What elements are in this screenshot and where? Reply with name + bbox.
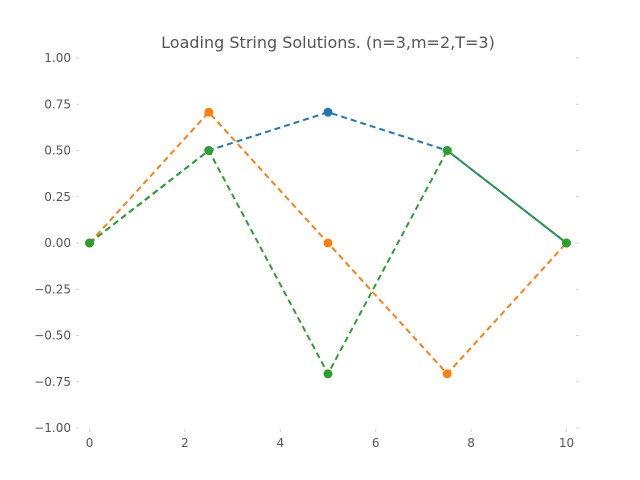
y-tick-label: 1.00 (44, 51, 71, 65)
data-point (323, 107, 333, 117)
y-axis: 1.00 0.75 0.50 0.25 0.00 −0.25 −0.50 −0.75 −1.00 (34, 51, 579, 435)
y-tick-label: 0.00 (44, 236, 71, 250)
y-tick-label: −0.25 (34, 282, 71, 296)
chart-title: Loading String Solutions. (n=3,m=2,T=3) (161, 33, 495, 52)
x-tick-label: 8 (467, 436, 475, 450)
x-tick-label: 0 (86, 436, 94, 450)
data-point (561, 238, 571, 248)
data-point (323, 369, 333, 379)
y-tick-label: 0.50 (44, 144, 71, 158)
x-axis: 0 2 4 6 8 10 (86, 429, 574, 450)
series-line (88, 149, 568, 375)
data-point (442, 146, 452, 155)
series-3 (85, 146, 571, 379)
y-tick-label: −0.75 (34, 375, 71, 389)
y-tick-label: 0.75 (44, 97, 71, 111)
series-line (88, 111, 568, 244)
x-tick-label: 4 (276, 436, 284, 450)
y-tick-label: −1.00 (34, 421, 71, 435)
x-tick-label: 2 (181, 436, 189, 450)
data-point (204, 107, 214, 117)
data-point (204, 146, 214, 155)
x-tick-label: 6 (372, 436, 380, 450)
data-point (442, 369, 452, 379)
series-2 (85, 107, 571, 379)
data-point (323, 238, 333, 248)
y-tick-label: −0.50 (34, 329, 71, 343)
data-point (85, 238, 95, 248)
y-tick-label: 0.25 (44, 190, 71, 204)
series-1 (85, 107, 571, 248)
series-layer (85, 107, 571, 379)
x-tick-label: 10 (559, 436, 574, 450)
